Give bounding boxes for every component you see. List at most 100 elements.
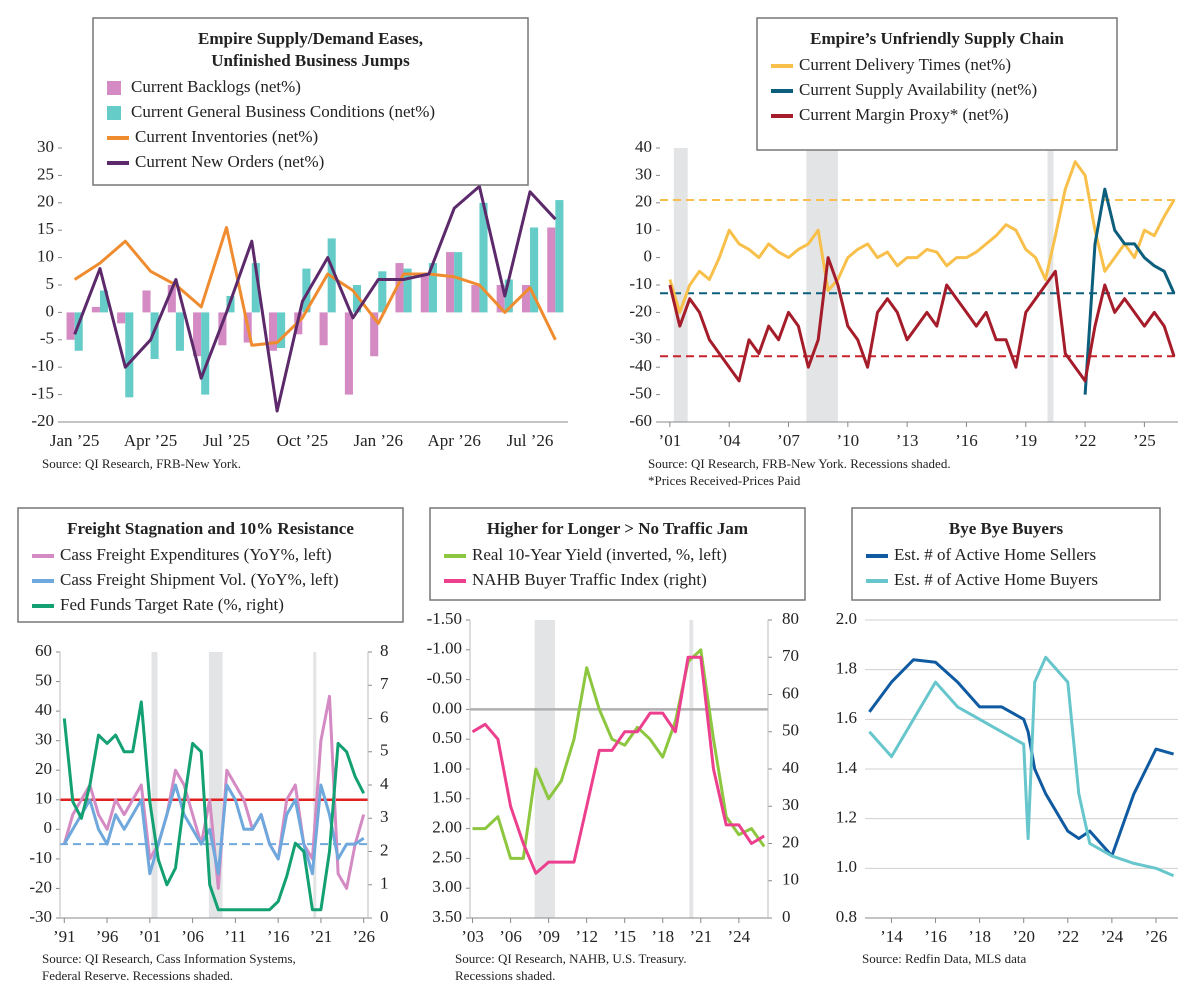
x-tick-label: ’26 xyxy=(352,927,375,946)
x-tick-label: ’11 xyxy=(224,927,246,946)
x-tick-label: ’18 xyxy=(651,927,674,946)
legend-label: Current Inventories (net%) xyxy=(135,127,318,146)
chart-title: Bye Bye Buyers xyxy=(949,519,1064,538)
x-tick-label: ’22 xyxy=(1074,431,1097,450)
legend-label: Cass Freight Shipment Vol. (YoY%, left) xyxy=(60,570,339,589)
y-tick-label: 3.50 xyxy=(432,907,462,926)
y2-tick-label: 2 xyxy=(380,840,389,859)
x-tick-label: ’96 xyxy=(96,927,119,946)
bar xyxy=(277,312,286,349)
bar xyxy=(302,268,311,313)
x-tick-label: ’14 xyxy=(880,927,903,946)
recession-shade xyxy=(151,652,158,918)
y-tick-label: 50 xyxy=(35,670,52,689)
bar xyxy=(403,268,412,313)
y-tick-label: 1.8 xyxy=(836,659,857,678)
x-tick-label: Oct ’25 xyxy=(277,431,328,450)
bar xyxy=(201,312,210,395)
bar xyxy=(268,312,278,351)
legend-label: Est. # of Active Home Buyers xyxy=(894,570,1098,589)
legend-label: NAHB Buyer Traffic Index (right) xyxy=(472,570,707,589)
x-tick-label: ’10 xyxy=(836,431,859,450)
legend-box xyxy=(429,507,806,601)
bar xyxy=(446,252,455,313)
y-tick-label: 1.50 xyxy=(432,788,462,807)
x-tick-label: ’07 xyxy=(777,431,800,450)
y2-tick-label: 10 xyxy=(782,870,799,889)
x-tick-label: ’91 xyxy=(53,927,76,946)
y2-tick-label: 6 xyxy=(380,707,389,726)
y-tick-label: 30 xyxy=(35,730,52,749)
line-series xyxy=(62,783,365,876)
y-tick-label: 40 xyxy=(635,137,652,156)
y-tick-label: -10 xyxy=(629,274,652,293)
y-tick-label: -20 xyxy=(629,301,652,320)
y-tick-label: 15 xyxy=(37,219,54,238)
y-tick-label: 0 xyxy=(644,247,653,266)
y2-tick-label: 7 xyxy=(380,674,389,693)
x-tick-label: ’25 xyxy=(1133,431,1156,450)
legend-label: Current Backlogs (net%) xyxy=(131,77,301,96)
x-tick-label: ’21 xyxy=(310,927,333,946)
chart-title: Empire’s Unfriendly Supply Chain xyxy=(810,29,1064,48)
legend-label: Real 10-Year Yield (inverted, %, left) xyxy=(472,545,727,564)
bar xyxy=(91,306,100,313)
y-tick-label: 1.00 xyxy=(432,758,462,777)
y-tick-label: 0 xyxy=(44,818,53,837)
bar xyxy=(395,263,404,313)
x-tick-label: ’03 xyxy=(461,927,484,946)
y-tick-label: -10 xyxy=(29,848,52,867)
x-tick-label: Jul ’26 xyxy=(507,431,554,450)
x-tick-label: ’06 xyxy=(499,927,522,946)
x-tick-label: ’06 xyxy=(181,927,204,946)
source-note: Recessions shaded. xyxy=(455,968,555,983)
bar xyxy=(125,312,134,398)
legend-box xyxy=(851,507,1161,601)
x-tick-label: Apr ’26 xyxy=(427,431,480,450)
y2-tick-label: 40 xyxy=(782,758,799,777)
bar xyxy=(175,312,184,351)
y-tick-label: 3.00 xyxy=(432,877,462,896)
chart-title: Higher for Longer > No Traffic Jam xyxy=(487,519,748,538)
y2-tick-label: 0 xyxy=(782,907,791,926)
source-note: Source: QI Research, FRB-New York. xyxy=(42,456,241,471)
y2-tick-label: 20 xyxy=(782,832,799,851)
line-series xyxy=(668,160,1176,314)
bar xyxy=(352,285,362,313)
y-tick-label: 2.00 xyxy=(432,818,462,837)
line-series xyxy=(1083,187,1176,395)
y2-tick-label: 30 xyxy=(782,795,799,814)
line-series xyxy=(668,256,1176,383)
x-tick-label: ’15 xyxy=(613,927,636,946)
x-tick-label: Jan ’25 xyxy=(50,431,100,450)
recession-shade xyxy=(534,620,555,918)
y-tick-label: -10 xyxy=(31,356,54,375)
x-tick-label: Jul ’25 xyxy=(203,431,250,450)
source-note: Federal Reserve. Recessions shaded. xyxy=(42,968,233,983)
y-tick-label: -15 xyxy=(31,384,54,403)
x-tick-label: ’21 xyxy=(689,927,712,946)
x-tick-label: ’22 xyxy=(1056,927,1079,946)
bar xyxy=(547,227,556,313)
y-tick-label: -60 xyxy=(629,411,652,430)
x-tick-label: ’16 xyxy=(267,927,290,946)
bar xyxy=(471,285,480,313)
recession-shade xyxy=(313,652,317,918)
bar xyxy=(66,312,75,340)
y-tick-label: 0 xyxy=(46,301,55,320)
legend-label: Cass Freight Expenditures (YoY%, left) xyxy=(60,545,332,564)
x-tick-label: ’16 xyxy=(955,431,978,450)
line-series xyxy=(73,226,557,347)
y-tick-label: 1.0 xyxy=(836,857,857,876)
y-tick-label: -30 xyxy=(629,329,652,348)
y2-tick-label: 5 xyxy=(380,741,389,760)
legend-box xyxy=(756,17,1118,151)
y-tick-label: -20 xyxy=(29,877,52,896)
legend-label: Current New Orders (net%) xyxy=(135,152,324,171)
y-tick-label: -5 xyxy=(40,329,54,348)
legend-label: Est. # of Active Home Sellers xyxy=(894,545,1096,564)
y-tick-label: -1.50 xyxy=(427,609,462,628)
bar xyxy=(142,290,151,313)
y2-tick-label: 8 xyxy=(380,641,389,660)
bar xyxy=(454,252,463,313)
